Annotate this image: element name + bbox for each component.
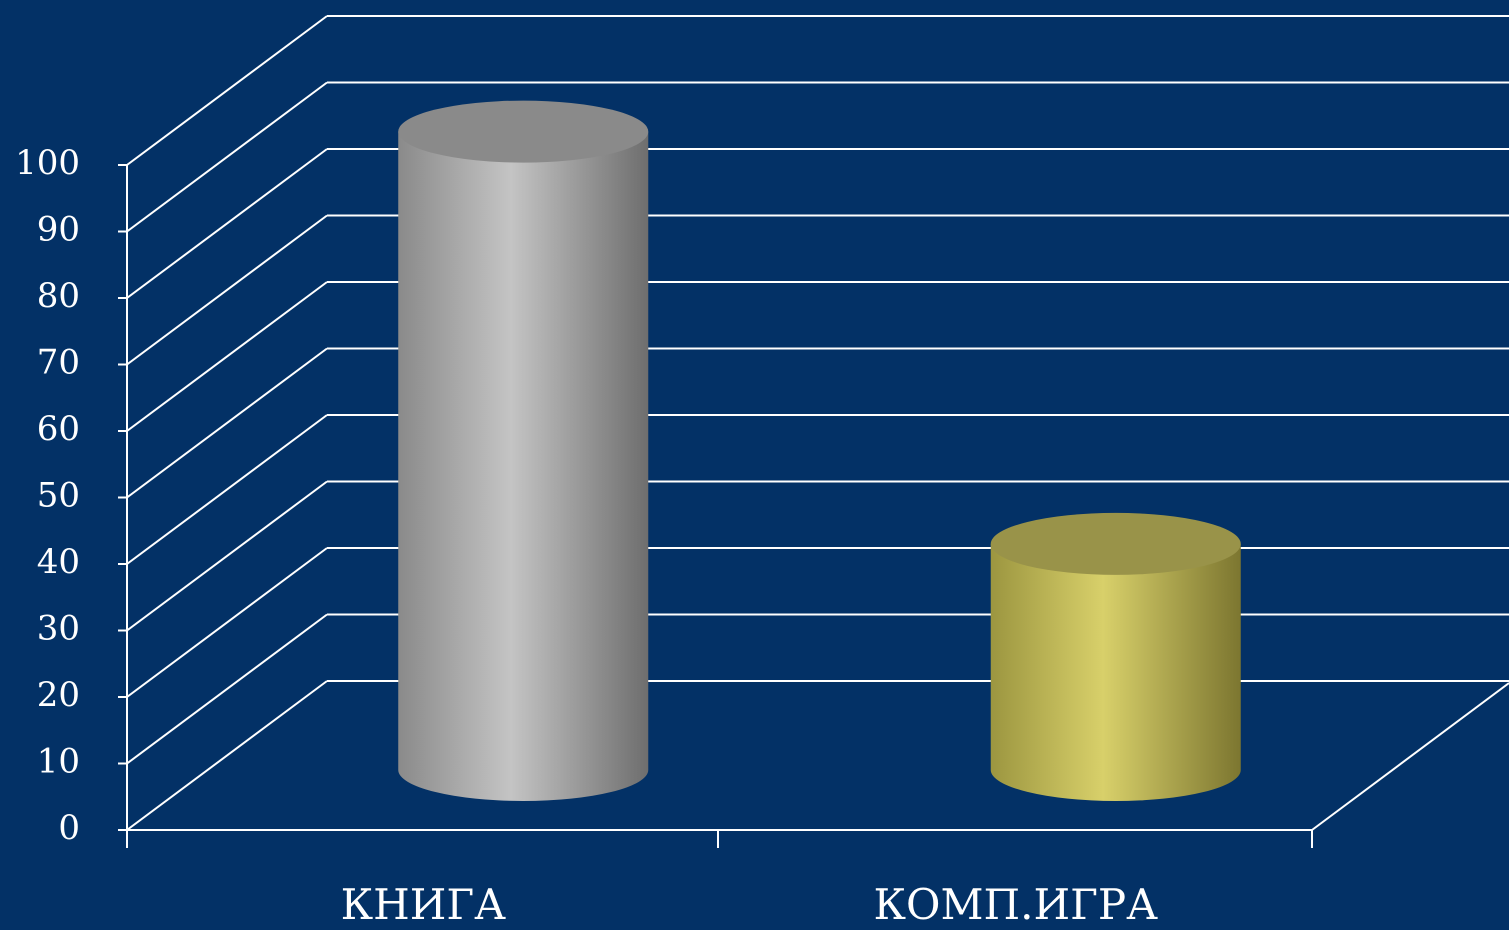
y-tick-label: 30	[37, 609, 80, 649]
x-tick-label: КНИГА	[341, 880, 507, 929]
y-tick-label: 90	[37, 210, 80, 250]
bar	[990, 512, 1241, 801]
y-tick-label: 100	[15, 143, 80, 183]
y-tick-label: 10	[37, 742, 80, 782]
bar	[398, 100, 649, 802]
grid-line-side	[126, 214, 328, 366]
bar-top	[990, 512, 1241, 575]
grid-line-side	[126, 547, 328, 698]
x-tick-label: КОМП.ИГРА	[874, 880, 1159, 929]
grid-line-side	[126, 347, 328, 499]
y-tick-label: 70	[37, 343, 80, 383]
grid-line-side	[126, 680, 328, 831]
y-tick-label: 60	[37, 409, 80, 449]
y-tick-label: 0	[58, 808, 80, 848]
grid-line-side	[126, 613, 328, 765]
grid-line-side	[126, 480, 328, 632]
y-tick-label: 50	[37, 476, 80, 516]
bar-body	[398, 131, 649, 802]
y-tick-label: 40	[37, 542, 80, 582]
grid-line-side	[126, 281, 328, 432]
bar-body	[990, 543, 1241, 801]
bar-top	[398, 100, 649, 163]
y-tick-label: 80	[37, 276, 80, 316]
grid-line-side	[126, 414, 328, 565]
y-tick-label: 20	[37, 675, 80, 715]
grid-line-side	[126, 81, 328, 233]
grid-line-side	[126, 15, 328, 166]
floor-right	[1311, 682, 1509, 831]
grid-line-side	[126, 148, 328, 299]
